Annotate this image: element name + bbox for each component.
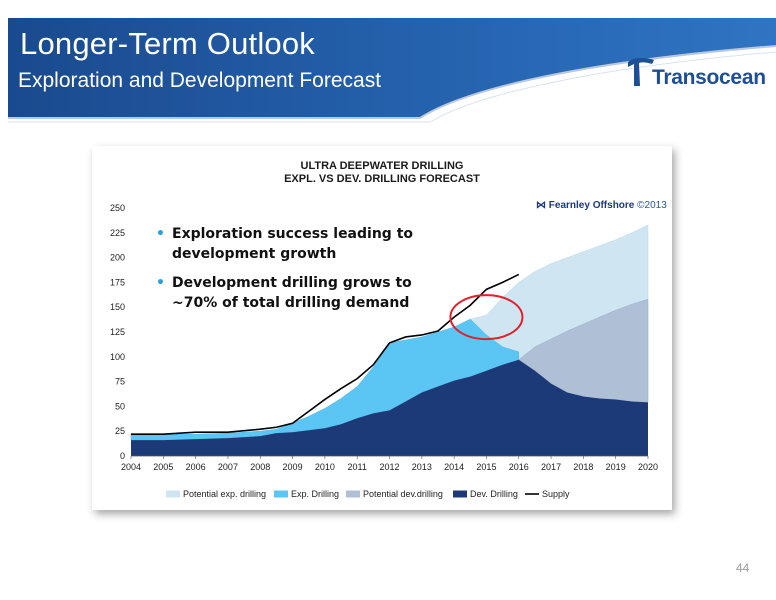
x-tick-label: 2012	[379, 462, 399, 472]
legend-swatch	[453, 490, 467, 498]
x-tick-label: 2014	[444, 462, 464, 472]
y-tick-label: 75	[115, 377, 125, 387]
transocean-logo-icon	[628, 57, 654, 86]
legend-swatch	[346, 490, 360, 498]
y-tick-label: 50	[115, 401, 125, 411]
highlight-circle	[449, 294, 524, 341]
y-tick-label: 150	[110, 302, 125, 312]
x-tick-label: 2011	[348, 462, 367, 472]
bullet-dot-icon: •	[156, 226, 165, 242]
x-tick-label: 2016	[509, 462, 529, 472]
logo-text: Transocean	[652, 66, 766, 89]
header-banner	[8, 18, 776, 123]
source-label: ⋈ Fearnley Offshore ©2013	[536, 200, 667, 211]
slide-subtitle: Exploration and Development Forecast	[18, 69, 382, 92]
y-tick-label: 100	[110, 352, 125, 362]
supply-line	[131, 273, 520, 435]
x-tick-label: 2004	[121, 462, 141, 472]
area-potential-dev-drilling	[518, 298, 649, 403]
x-tick-label: 2009	[283, 462, 303, 472]
chart-title: ULTRA DEEPWATER DRILLING	[300, 160, 464, 172]
legend-swatch	[274, 490, 288, 498]
x-tick-label: 2015	[476, 462, 496, 472]
source-name: Fearnley Offshore	[548, 200, 635, 211]
bullet-list: • Exploration success leading to develop…	[156, 224, 416, 322]
slide-header: Longer-Term Outlook Exploration and Deve…	[0, 0, 776, 130]
x-tick-label: 2010	[315, 462, 335, 472]
legend-label: Potential exp. drilling	[183, 489, 266, 499]
y-tick-label: 25	[115, 426, 125, 436]
y-tick-label: 175	[110, 277, 125, 287]
bullet-item: • Development drilling grows to ~70% of …	[156, 273, 416, 313]
x-tick-label: 2017	[541, 462, 561, 472]
fearnley-icon: ⋈	[536, 200, 549, 211]
bullet-dot-icon: •	[156, 275, 165, 291]
bullet-text: Exploration success leading to developme…	[172, 226, 414, 262]
y-tick-label: 125	[110, 327, 125, 337]
area-dev-drilling	[131, 359, 648, 456]
y-tick-label: 250	[110, 203, 125, 213]
legend-label: Supply	[542, 489, 570, 499]
x-tick-label: 2007	[218, 462, 238, 472]
legend-swatch	[166, 490, 180, 498]
legend-label: Potential dev.drilling	[363, 489, 443, 499]
x-tick-label: 2020	[638, 462, 658, 472]
legend-label: Dev. Drilling	[470, 489, 518, 499]
bullet-item: • Exploration success leading to develop…	[156, 224, 416, 264]
y-tick-label: 200	[110, 253, 125, 263]
chart-subtitle: EXPL. VS DEV. DRILLING FORECAST	[284, 173, 480, 185]
y-tick-label: 0	[120, 451, 125, 461]
legend-label: Exp. Drilling	[291, 489, 339, 499]
x-tick-label: 2013	[412, 462, 432, 472]
bullet-text: Development drilling grows to ~70% of to…	[172, 275, 412, 311]
y-tick-label: 225	[110, 228, 125, 238]
x-tick-label: 2008	[250, 462, 270, 472]
x-tick-label: 2006	[186, 462, 206, 472]
x-tick-label: 2018	[573, 462, 593, 472]
x-tick-label: 2019	[606, 462, 626, 472]
copyright: ©2013	[637, 200, 667, 211]
page-number: 44	[736, 561, 750, 575]
slide-title: Longer-Term Outlook	[20, 26, 315, 61]
x-tick-label: 2005	[153, 462, 173, 472]
